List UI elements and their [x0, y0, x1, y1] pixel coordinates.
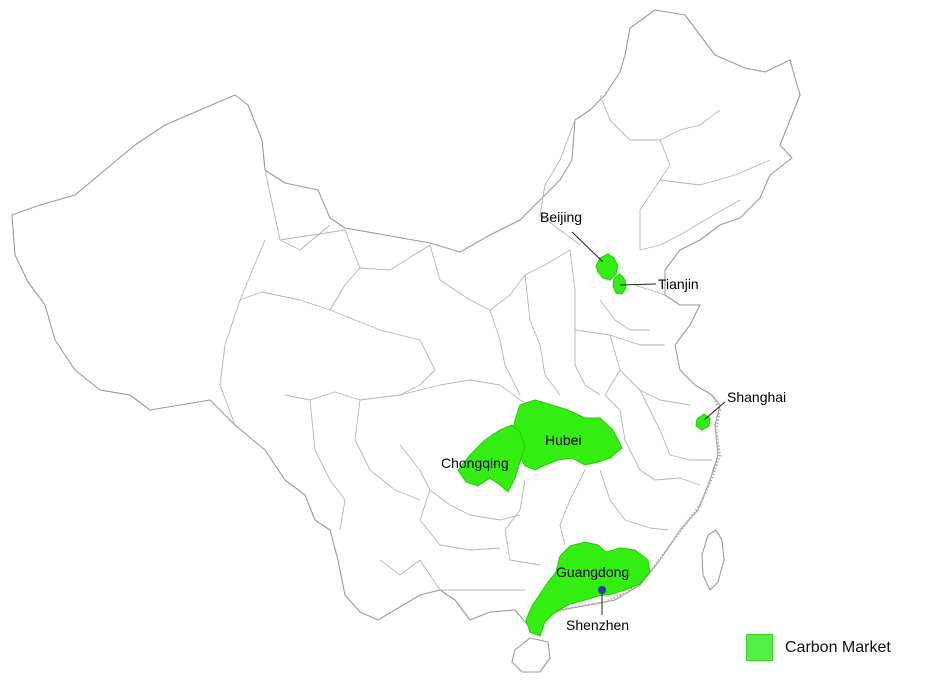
province-boundaries: [219, 94, 771, 591]
legend: Carbon Market: [746, 634, 891, 661]
coastline: [539, 394, 722, 623]
label-tianjin: Tianjin: [658, 276, 699, 292]
legend-label: Carbon Market: [785, 638, 891, 656]
carbon-market-regions: [457, 253, 711, 637]
taiwan-outline: [701, 529, 725, 591]
china-outline: [11, 9, 801, 631]
label-guangdong: Guangdong: [556, 564, 629, 580]
label-shanghai: Shanghai: [727, 389, 786, 405]
label-hubei: Hubei: [545, 432, 582, 448]
legend-swatch: [746, 634, 773, 661]
label-chongqing: Chongqing: [441, 455, 509, 471]
region-hubei: [511, 399, 623, 471]
label-shenzhen: Shenzhen: [566, 617, 629, 633]
label-beijing: Beijing: [540, 209, 582, 225]
region-tianjin: [612, 273, 627, 295]
shenzhen-marker: [598, 586, 606, 594]
hainan-outline: [511, 637, 551, 673]
region-guangdong: [525, 541, 651, 637]
region-chongqing: [457, 424, 526, 493]
leader-lines: [571, 231, 726, 615]
